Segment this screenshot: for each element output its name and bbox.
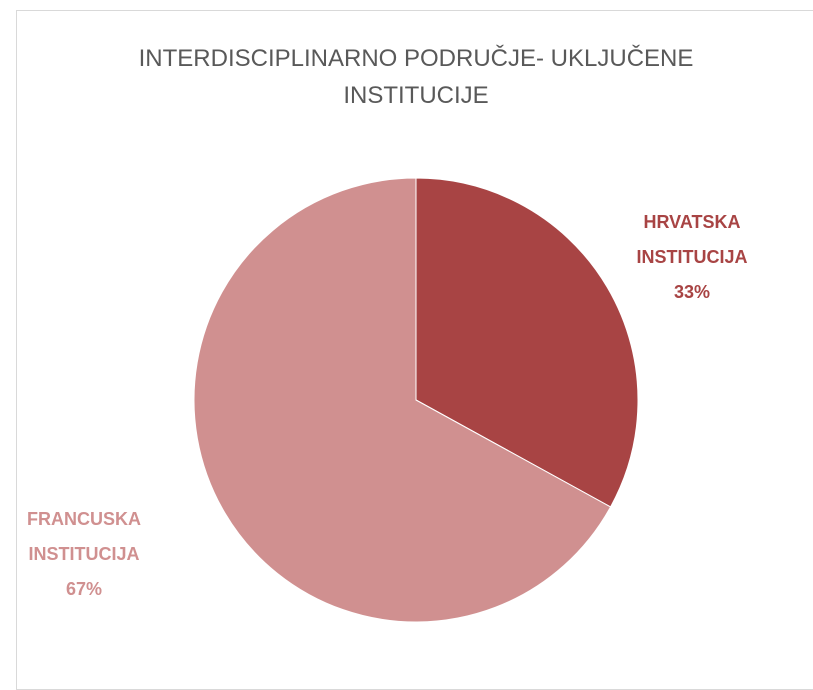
chart-title: INTERDISCIPLINARNO PODRUČJE- UKLJUČENE I… [138,45,694,109]
pie-slice [193,177,612,623]
slice-value: 67% [65,579,103,599]
slice-name: FRANCUSKA INSTITUCIJA [27,509,141,564]
pie-slice [415,177,639,508]
data-label: HRVATSKA INSTITUCIJA 33% [612,205,772,310]
slice-value: 33% [673,282,711,302]
slice-name: HRVATSKA INSTITUCIJA [636,212,748,267]
data-label: FRANCUSKA INSTITUCIJA 67% [4,502,164,607]
